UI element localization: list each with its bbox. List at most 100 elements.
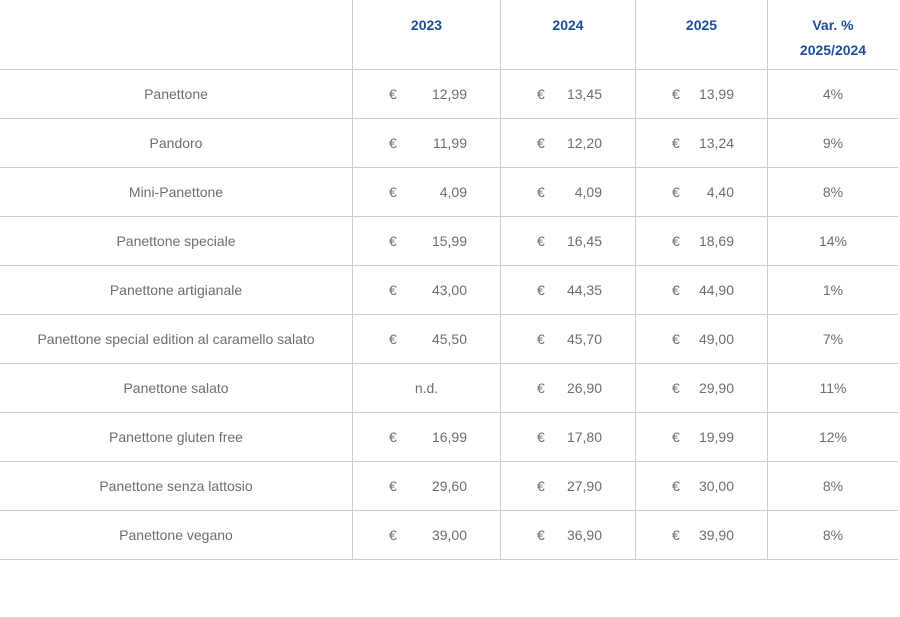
euro-symbol: € [537, 135, 545, 151]
price-value: 18,69 [698, 233, 734, 249]
euro-symbol: € [389, 86, 397, 102]
euro-symbol: € [537, 184, 545, 200]
price-value: 36,90 [566, 527, 602, 543]
variation-cell: 12% [818, 429, 848, 445]
table-row: Panettone vegano €39,00 €36,90 €39,90 8% [0, 511, 898, 560]
price-value: 4,09 [574, 184, 602, 200]
euro-symbol: € [537, 429, 545, 445]
price-value: 44,90 [698, 282, 734, 298]
header-variation-line1: Var. % [812, 17, 854, 33]
table-row: Panettone salato n.d. €26,90 €29,90 11% [0, 364, 898, 413]
price-2023-cell: €11,99 [353, 119, 501, 167]
price-2023-cell: €4,09 [353, 168, 501, 216]
variation-cell: 11% [819, 380, 847, 396]
table-row: Panettone senza lattosio €29,60 €27,90 €30,… [0, 462, 898, 511]
euro-symbol: € [537, 380, 545, 396]
product-name-cell: Panettone senza lattosio [0, 462, 353, 510]
euro-symbol: € [389, 331, 397, 347]
euro-symbol: € [537, 86, 545, 102]
price-2024-cell: €4,09 [501, 168, 636, 216]
price-2025-cell: €39,90 [636, 511, 768, 559]
price-value: 39,90 [698, 527, 734, 543]
price-value: 44,35 [566, 282, 602, 298]
euro-symbol: € [389, 184, 397, 200]
euro-symbol: € [537, 478, 545, 494]
price-2024-cell: €26,90 [501, 364, 636, 412]
price-2023-cell: €39,00 [353, 511, 501, 559]
price-2024-cell: €13,45 [501, 70, 636, 118]
euro-symbol: € [537, 527, 545, 543]
price-2024-cell: €27,90 [501, 462, 636, 510]
euro-symbol: € [389, 478, 397, 494]
product-name-cell: Mini-Panettone [0, 168, 353, 216]
price-2025-cell: €30,00 [636, 462, 768, 510]
price-value: 12,20 [566, 135, 602, 151]
table-row: Mini-Panettone €4,09 €4,09 €4,40 8% [0, 168, 898, 217]
euro-symbol: € [389, 233, 397, 249]
table-row: Panettone artigianale €43,00 €44,35 €44,90 1… [0, 266, 898, 315]
product-name-cell: Panettone vegano [0, 511, 353, 559]
variation-cell: 1% [822, 282, 844, 298]
euro-symbol: € [672, 86, 680, 102]
price-value: 17,80 [566, 429, 602, 445]
price-2025-cell: €29,90 [636, 364, 768, 412]
header-product-cell [0, 0, 353, 69]
price-2023-cell: €12,99 [353, 70, 501, 118]
header-year-2024: 2024 [501, 0, 636, 69]
price-2024-cell: €12,20 [501, 119, 636, 167]
price-2023-cell: €16,99 [353, 413, 501, 461]
price-2025-cell: €19,99 [636, 413, 768, 461]
euro-symbol: € [672, 331, 680, 347]
price-2023-cell: €15,99 [353, 217, 501, 265]
price-value: 13,24 [698, 135, 734, 151]
euro-symbol: € [672, 478, 680, 494]
euro-symbol: € [537, 233, 545, 249]
variation-cell: 7% [822, 331, 844, 347]
variation-cell: 4% [822, 86, 844, 102]
price-value: 15,99 [431, 233, 467, 249]
table-row: Panettone special edition al caramello s… [0, 315, 898, 364]
price-value: 39,00 [431, 527, 467, 543]
product-name-cell: Panettone gluten free [0, 413, 353, 461]
price-2025-cell: €4,40 [636, 168, 768, 216]
price-value: 4,09 [439, 184, 467, 200]
euro-symbol: € [537, 331, 545, 347]
price-value: 16,45 [566, 233, 602, 249]
price-value: 13,99 [698, 86, 734, 102]
variation-cell: 8% [822, 478, 844, 494]
product-name-cell: Panettone speciale [0, 217, 353, 265]
product-name-cell: Panettone artigianale [0, 266, 353, 314]
euro-symbol: € [672, 233, 680, 249]
header-variation: Var. % 2025/2024 [768, 0, 898, 69]
price-value: 43,00 [431, 282, 467, 298]
table-header-row: 2023 2024 2025 Var. % 2025/2024 [0, 0, 898, 70]
euro-symbol: € [389, 282, 397, 298]
product-name-cell: Pandoro [0, 119, 353, 167]
euro-symbol: € [389, 135, 397, 151]
euro-symbol: € [389, 429, 397, 445]
table-body: Panettone €12,99 €13,45 €13,99 4% Pandoro €11,… [0, 70, 898, 560]
price-2024-cell: €36,90 [501, 511, 636, 559]
price-value: 26,90 [566, 380, 602, 396]
price-2025-cell: €13,24 [636, 119, 768, 167]
price-2024-cell: €17,80 [501, 413, 636, 461]
price-2024-cell: €44,35 [501, 266, 636, 314]
price-value: 45,70 [566, 331, 602, 347]
price-value: 13,45 [566, 86, 602, 102]
euro-symbol: € [672, 527, 680, 543]
price-2024-cell: €45,70 [501, 315, 636, 363]
header-year-2023: 2023 [353, 0, 501, 69]
euro-symbol: € [672, 184, 680, 200]
price-value: 30,00 [698, 478, 734, 494]
header-year-2025: 2025 [636, 0, 768, 69]
euro-symbol: € [672, 429, 680, 445]
variation-cell: 8% [822, 184, 844, 200]
euro-symbol: € [389, 527, 397, 543]
price-2023-cell: n.d. [353, 364, 501, 412]
variation-cell: 9% [822, 135, 844, 151]
price-value: 29,60 [431, 478, 467, 494]
product-name-cell: Panettone salato [0, 364, 353, 412]
price-value: 27,90 [566, 478, 602, 494]
price-table: 2023 2024 2025 Var. % 2025/2024 Panetton… [0, 0, 898, 560]
euro-symbol: € [537, 282, 545, 298]
